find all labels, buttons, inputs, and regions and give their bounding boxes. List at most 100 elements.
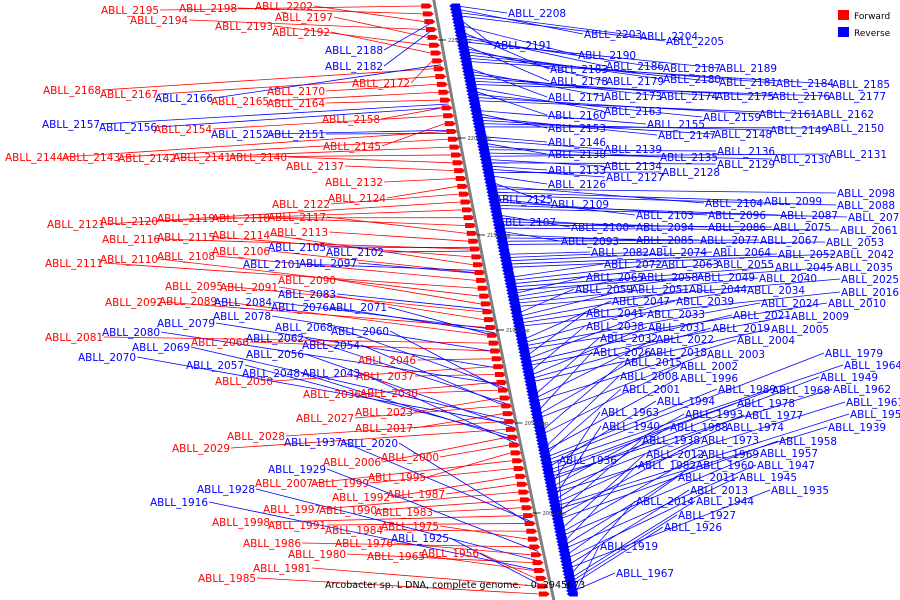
gene-label-forward: ABLL_2046 [358, 355, 416, 367]
gene-label-reverse: ABLL_2107 [498, 217, 556, 229]
gene-label-forward: ABLL_2132 [325, 177, 383, 189]
leader-line-reverse [570, 500, 636, 575]
leader-line-forward [231, 428, 506, 449]
gene-label-reverse: ABLL_1963 [601, 407, 659, 419]
leader-line-reverse [526, 312, 586, 356]
gene-arrow-forward [441, 105, 453, 111]
leader-line-reverse [491, 175, 548, 185]
gene-arrow-forward [444, 121, 456, 127]
gene-label-reverse: ABLL_1928 [197, 484, 255, 496]
leader-line-reverse [468, 61, 832, 85]
gene-label-reverse: ABLL_2015 [624, 357, 682, 369]
gene-label-reverse: ABLL_2062 [246, 333, 304, 345]
gene-label-forward: ABLL_2050 [215, 376, 273, 388]
leader-line-forward [104, 336, 489, 344]
gene-label-reverse: ABLL_2079 [157, 318, 215, 330]
gene-arrow-forward [421, 3, 433, 9]
gene-label-reverse: ABLL_2189 [719, 63, 777, 75]
gene-label-reverse: ABLL_2071 [329, 302, 387, 314]
gene-label-reverse: ABLL_2063 [661, 259, 719, 271]
leader-line-forward [384, 529, 527, 532]
gene-label-reverse: ABLL_2064 [713, 247, 771, 259]
gene-label-reverse: ABLL_2190 [578, 50, 636, 62]
gene-label-forward: ABLL_2193 [215, 21, 273, 33]
leader-line-forward [327, 523, 525, 526]
leader-line-reverse [572, 526, 664, 585]
leader-line-reverse [552, 411, 601, 484]
gene-label-reverse: ABLL_2166 [155, 93, 213, 105]
leader-line-reverse [476, 100, 816, 115]
gene-label-reverse: ABLL_2038 [586, 321, 644, 333]
leader-line-reverse [558, 439, 642, 513]
gene-label-forward: ABLL_1998 [212, 517, 270, 529]
leader-line-reverse [501, 227, 840, 231]
gene-label-reverse: ABLL_2100 [571, 222, 629, 234]
gene-label-forward: ABLL_2115 [157, 232, 215, 244]
gene-label-reverse: ABLL_2093 [561, 236, 619, 248]
leader-line-reverse [520, 289, 747, 324]
gene-label-reverse: ABLL_1925 [391, 533, 449, 545]
leader-line-forward [106, 201, 461, 225]
gene-label-reverse: ABLL_2012 [646, 449, 704, 461]
leader-line-reverse [302, 263, 483, 271]
leader-line-forward [434, 507, 522, 513]
leader-line-reverse [504, 241, 826, 245]
leader-line-reverse [542, 365, 680, 435]
gene-label-forward: ABLL_2192 [272, 27, 330, 39]
leader-line-forward [121, 138, 448, 158]
leader-line-reverse [527, 313, 647, 360]
leader-line-reverse [547, 388, 718, 458]
leader-line-reverse [538, 351, 649, 415]
gene-label-forward: ABLL_2036 [303, 389, 361, 401]
leader-line-reverse [486, 152, 773, 160]
gene-label-forward: ABLL_2110 [100, 254, 158, 266]
leader-line-reverse [517, 278, 841, 307]
leader-line-reverse [530, 326, 648, 376]
gene-arrow-forward [529, 544, 541, 550]
scale-tick-label: 2150 kbp [487, 233, 511, 239]
leader-line-reverse [568, 489, 690, 565]
leader-line-reverse [244, 364, 516, 438]
gene-label-reverse: ABLL_2059 [575, 284, 633, 296]
leader-line-reverse [327, 246, 478, 249]
leader-line-reverse [473, 87, 604, 112]
gene-label-reverse: ABLL_2176 [772, 91, 830, 103]
gene-label-reverse: ABLL_2034 [747, 285, 805, 297]
gene-label-reverse: ABLL_2171 [548, 92, 606, 104]
gene-arrow-forward [505, 426, 517, 432]
leader-line-forward [327, 216, 467, 234]
gene-label-reverse: ABLL_1958 [779, 436, 837, 448]
gene-label-forward: ABLL_2158 [322, 114, 380, 126]
gene-label-forward: ABLL_2118 [212, 213, 270, 225]
gene-label-forward: ABLL_2030 [360, 388, 418, 400]
leader-line-reverse [497, 204, 780, 216]
gene-label-reverse: ABLL_2208 [508, 8, 566, 20]
leader-line-reverse [557, 426, 828, 510]
leader-line-reverse [514, 276, 586, 294]
leader-line-reverse [523, 300, 612, 340]
gene-label-forward: ABLL_2113 [270, 227, 328, 239]
gene-label-reverse: ABLL_2184 [776, 78, 834, 90]
gene-label-forward: ABLL_2114 [212, 230, 270, 242]
gene-label-reverse: ABLL_1996 [680, 373, 738, 385]
leader-line-reverse [358, 262, 483, 275]
gene-label-forward: ABLL_2168 [43, 85, 101, 97]
gene-label-reverse: ABLL_1988 [670, 422, 728, 434]
gene-label-reverse: ABLL_2076 [271, 302, 329, 314]
gene-label-reverse: ABLL_1968 [772, 385, 830, 397]
scale-tick-label: 2250 kbp [448, 38, 472, 44]
gene-arrow-forward [501, 403, 513, 409]
gene-label-reverse: ABLL_2187 [663, 63, 721, 75]
gene-label-reverse: ABLL_2146 [548, 137, 606, 149]
leader-line-forward [286, 421, 505, 437]
gene-label-reverse: ABLL_2204 [640, 31, 698, 43]
leader-line-forward [419, 389, 499, 394]
leader-line-reverse [545, 377, 680, 451]
leader-line-reverse [158, 106, 450, 128]
gene-arrow-forward [454, 168, 466, 174]
legend-label-reverse: Reverse [854, 29, 891, 39]
gene-label-reverse: ABLL_2013 [690, 485, 748, 497]
leader-line-reverse [342, 441, 533, 523]
leader-line-reverse [190, 346, 513, 422]
gene-label-reverse: ABLL_2173 [604, 91, 662, 103]
